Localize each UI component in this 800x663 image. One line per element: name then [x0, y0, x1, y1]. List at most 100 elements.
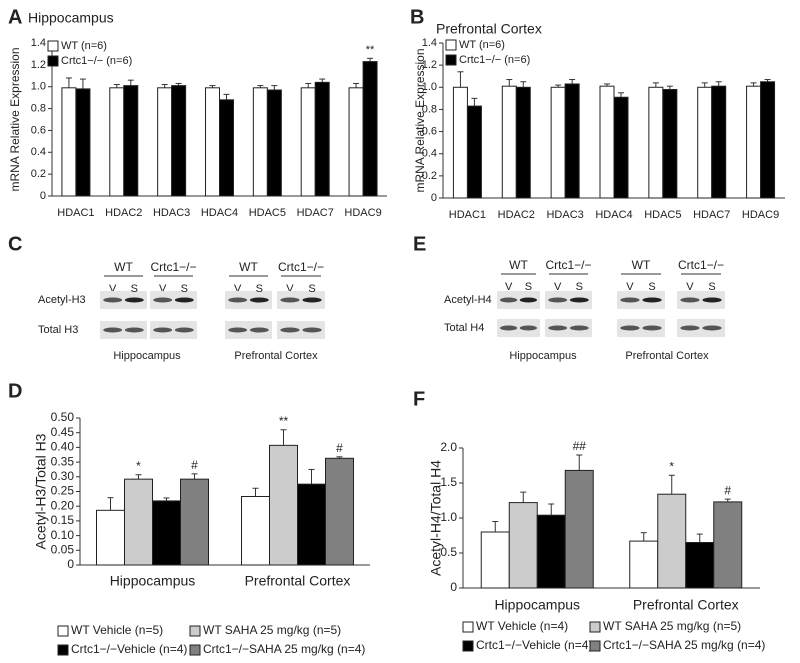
- blot-band: [124, 327, 144, 333]
- legend-label: Crtc1−/− (n=6): [61, 55, 132, 67]
- legend-label: Crtc1−/−Vehicle (n=4): [71, 642, 187, 656]
- blot-band: [103, 297, 123, 303]
- y-tick-label: 1.4: [422, 37, 437, 49]
- y-tick-label: 0.25: [51, 484, 75, 498]
- legend-label: Crtc1−/− (n=6): [459, 54, 530, 66]
- blot-band: [680, 297, 700, 303]
- lane-label: V: [286, 283, 294, 295]
- significance-mark: *: [669, 459, 674, 473]
- y-tick-label: 1.4: [31, 37, 46, 49]
- y-tick-label: 0: [40, 190, 46, 202]
- blot-band: [702, 297, 722, 303]
- legend-label: WT Vehicle (n=4): [476, 619, 568, 633]
- blot-band: [620, 325, 640, 331]
- blot-membrane: [545, 319, 592, 337]
- bar: [348, 87, 364, 197]
- y-tick-label: 0.40: [51, 440, 75, 454]
- blot-band: [280, 327, 300, 333]
- bar: [124, 478, 153, 566]
- lane-label: V: [505, 281, 513, 293]
- legend-label: WT SAHA 25 mg/kg (n=5): [203, 623, 341, 637]
- x-tick-label: HDAC9: [742, 209, 779, 221]
- y-tick-label: 2.0: [440, 440, 457, 454]
- bar: [657, 493, 687, 589]
- x-tick-label: HDAC3: [153, 207, 190, 219]
- blot-band: [249, 297, 269, 303]
- lane-label: S: [181, 283, 188, 295]
- blot-region-label: Hippocampus: [113, 350, 181, 362]
- lane-label: V: [686, 281, 694, 293]
- blot-row-label: Acetyl-H3: [38, 294, 86, 306]
- x-tick-label: Hippocampus: [110, 573, 196, 589]
- legend-swatch: [189, 644, 201, 656]
- bar: [599, 85, 615, 199]
- bar: [536, 514, 566, 589]
- blot-band: [519, 325, 537, 331]
- lane-label: S: [708, 281, 715, 293]
- legend-swatch: [189, 625, 201, 637]
- bar: [269, 444, 298, 566]
- lane-label: V: [109, 283, 117, 295]
- blot-band: [500, 325, 518, 331]
- legend-swatch: [589, 621, 601, 633]
- blot-membrane: [677, 319, 725, 337]
- bar: [96, 509, 125, 566]
- y-tick-label: 0: [431, 192, 437, 204]
- blot-membrane: [150, 321, 197, 339]
- significance-mark: **: [279, 414, 289, 428]
- blot-group-label: WT: [509, 258, 528, 272]
- bar: [152, 500, 181, 566]
- significance-mark: ##: [573, 439, 587, 453]
- blot-band: [548, 297, 568, 303]
- blot-row-label: Total H3: [38, 324, 78, 336]
- y-tick-label: 0.35: [51, 454, 75, 468]
- bar: [205, 87, 220, 197]
- legend-swatch: [57, 625, 69, 637]
- lane-label: V: [554, 281, 562, 293]
- x-tick-label: HDAC9: [344, 207, 381, 219]
- significance-mark: **: [366, 44, 375, 56]
- x-tick-label: HDAC2: [498, 209, 535, 221]
- blot-band: [153, 327, 173, 333]
- bar: [648, 86, 664, 199]
- bar: [109, 87, 125, 197]
- bar: [157, 87, 173, 197]
- y-tick-label: 1.5: [440, 475, 457, 489]
- bar: [629, 540, 659, 589]
- bar: [219, 99, 234, 197]
- bar: [697, 86, 713, 199]
- y-axis-label: mRNA Relative Expression: [8, 47, 22, 191]
- blot-membrane: [277, 291, 325, 309]
- panel-letter: A: [8, 6, 22, 28]
- blot-membrane: [497, 319, 540, 337]
- bar: [297, 483, 326, 566]
- legend-swatch: [445, 54, 457, 66]
- x-tick-label: HDAC2: [105, 207, 142, 219]
- y-tick-label: 1.0: [422, 81, 437, 93]
- blot-band: [103, 327, 123, 333]
- blot-membrane: [150, 291, 197, 309]
- y-tick-label: 0.2: [422, 170, 437, 182]
- x-tick-label: HDAC4: [201, 207, 238, 219]
- blot-band: [500, 297, 518, 303]
- blot-band: [302, 297, 322, 303]
- blot-band: [548, 325, 568, 331]
- legend-label: WT (n=6): [61, 40, 107, 52]
- blot-group-label: WT: [632, 258, 651, 272]
- legend-swatch: [589, 640, 601, 652]
- legend-swatch: [47, 55, 59, 67]
- bar: [662, 89, 678, 199]
- y-tick-label: 0.15: [51, 513, 75, 527]
- y-tick-label: 0.8: [31, 102, 46, 114]
- blot-band: [249, 327, 269, 333]
- bar: [300, 87, 316, 197]
- legend-label: WT Vehicle (n=5): [71, 623, 163, 637]
- blot-band: [124, 297, 144, 303]
- bar: [713, 501, 743, 589]
- blot-band: [174, 297, 194, 303]
- x-tick-label: HDAC3: [546, 209, 583, 221]
- x-tick-label: HDAC7: [693, 209, 730, 221]
- y-tick-label: 1.2: [422, 59, 437, 71]
- y-axis-label: Acetyl-H3/Total H3: [33, 433, 49, 549]
- blot-band: [174, 327, 194, 333]
